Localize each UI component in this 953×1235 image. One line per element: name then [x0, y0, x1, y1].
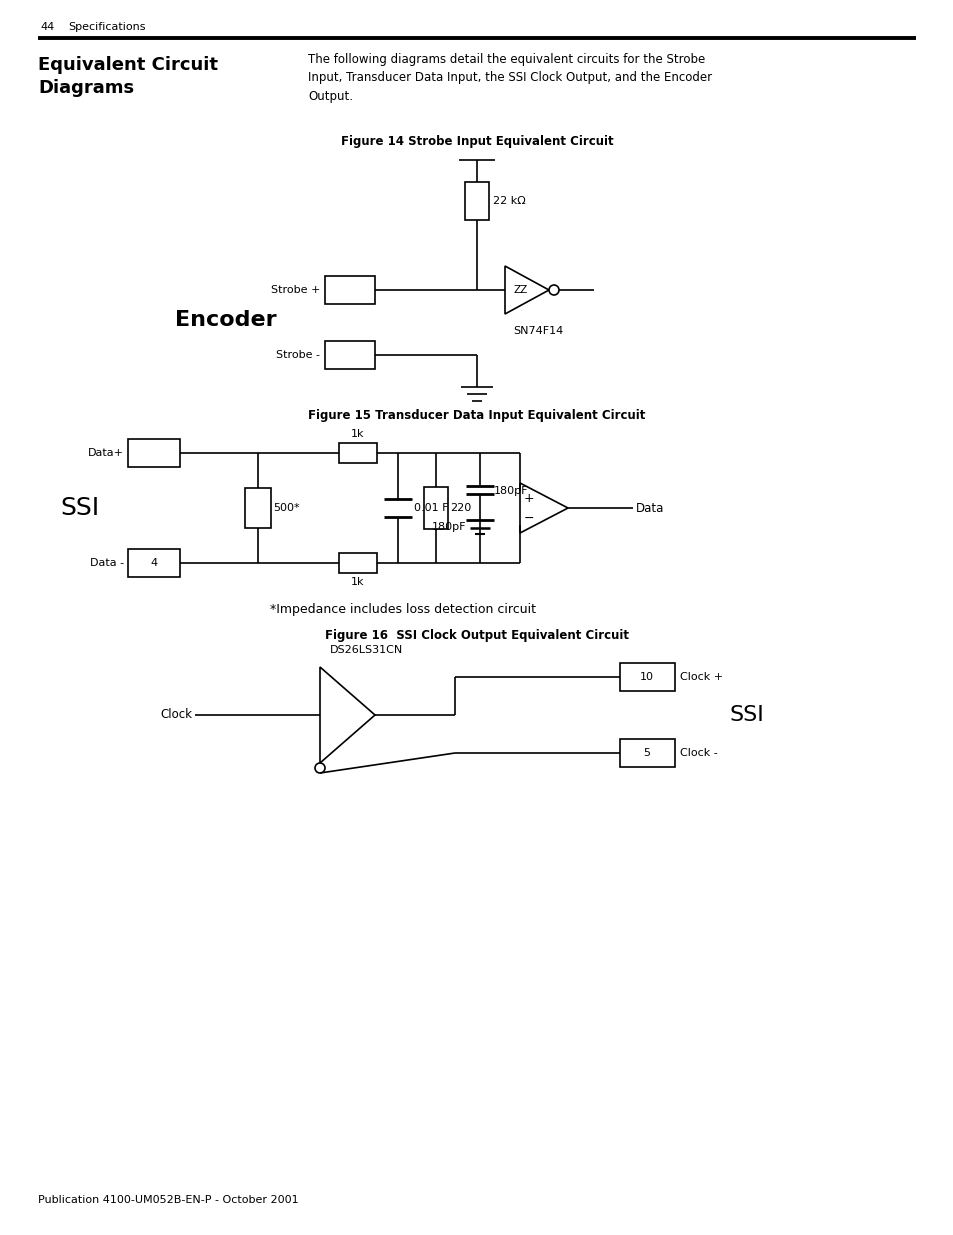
Text: SSI: SSI [729, 705, 764, 725]
Text: +: + [523, 492, 534, 505]
Text: 44: 44 [40, 22, 54, 32]
Bar [464, 182, 489, 220]
Bar [128, 550, 180, 577]
Text: 1k: 1k [351, 577, 364, 587]
Text: Figure 16  SSI Clock Output Equivalent Circuit: Figure 16 SSI Clock Output Equivalent Ci… [325, 629, 628, 641]
Bar [325, 275, 375, 304]
Text: 22 kΩ: 22 kΩ [493, 196, 525, 206]
Text: ZZ: ZZ [514, 285, 528, 295]
Text: 10: 10 [639, 672, 654, 682]
Bar [128, 438, 180, 467]
Text: The following diagrams detail the equivalent circuits for the Strobe
Input, Tran: The following diagrams detail the equiva… [308, 53, 711, 103]
Text: Diagrams: Diagrams [38, 79, 134, 98]
Text: Strobe -: Strobe - [275, 350, 319, 359]
Text: SSI: SSI [60, 496, 99, 520]
Bar [325, 341, 375, 369]
Text: Data -: Data - [90, 558, 124, 568]
Text: −: − [523, 511, 534, 525]
Text: Figure 14 Strobe Input Equivalent Circuit: Figure 14 Strobe Input Equivalent Circui… [340, 136, 613, 148]
Text: 0.01 F: 0.01 F [414, 503, 448, 513]
Text: Equivalent Circuit: Equivalent Circuit [38, 56, 218, 74]
Text: 1k: 1k [351, 429, 364, 438]
Text: 4: 4 [151, 558, 157, 568]
Text: *Impedance includes loss detection circuit: *Impedance includes loss detection circu… [270, 604, 536, 616]
Bar [423, 487, 448, 529]
Text: Specifications: Specifications [68, 22, 146, 32]
Text: Clock -: Clock - [679, 748, 717, 758]
Bar [338, 553, 376, 573]
Text: Clock +: Clock + [679, 672, 722, 682]
Bar [619, 739, 675, 767]
Text: 180pF: 180pF [494, 487, 528, 496]
Bar [245, 488, 271, 529]
Text: DS26LS31CN: DS26LS31CN [330, 645, 403, 655]
Text: Data+: Data+ [88, 448, 124, 458]
Text: Encoder: Encoder [174, 310, 276, 330]
Bar [619, 663, 675, 692]
Bar [338, 443, 376, 463]
Text: 5: 5 [643, 748, 650, 758]
Text: Data: Data [636, 501, 663, 515]
Text: Strobe +: Strobe + [271, 285, 319, 295]
Text: Figure 15 Transducer Data Input Equivalent Circuit: Figure 15 Transducer Data Input Equivale… [308, 409, 645, 421]
Text: 500*: 500* [273, 503, 299, 513]
Text: 220: 220 [450, 503, 471, 513]
Text: Clock: Clock [160, 709, 192, 721]
Text: Publication 4100-UM052B-EN-P - October 2001: Publication 4100-UM052B-EN-P - October 2… [38, 1195, 298, 1205]
Text: 180pF: 180pF [431, 522, 465, 532]
Text: SN74F14: SN74F14 [513, 326, 562, 336]
